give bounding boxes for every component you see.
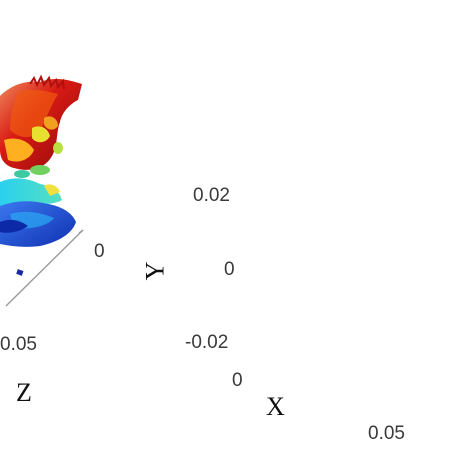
x-axis-title: X: [266, 392, 285, 421]
z-axis-line: [5, 229, 84, 307]
x-tick-0: 0: [232, 370, 243, 391]
left-panel: [0, 74, 84, 307]
y-tick-0.02: 0.02: [193, 185, 230, 206]
left-z-tick-0: 0: [94, 241, 105, 262]
y-axis-title: Y: [140, 261, 170, 281]
left-z-axis-title: Z: [16, 378, 32, 407]
y-tick-0: 0: [224, 259, 235, 280]
y-tick-minus-0.02: -0.02: [185, 332, 229, 353]
left-z-tick-0.05: 0.05: [0, 334, 37, 355]
x-tick-0.05: 0.05: [368, 423, 405, 444]
